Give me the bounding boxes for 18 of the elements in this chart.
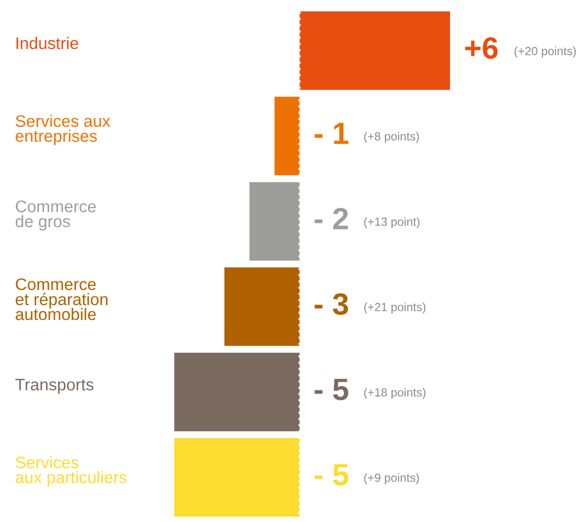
y-tick-label: Transports [15,378,94,394]
y-tick-label: Industrie [16,36,78,50]
data-label: - 2 [314,208,348,230]
data-label: +6 [465,37,498,59]
y-tick-label: Services aux particuliers [16,456,126,487]
y-tick-label: Services aux entreprises [16,114,110,146]
annotation: (+8 points) [364,132,419,143]
annotation: (+18 points) [364,388,426,399]
text: (+20 points) [514,46,576,58]
annotation: (+21 points) [364,302,426,314]
data-label: - 1 [314,122,348,144]
y-tick-label: Commerce et réparation automobile [16,278,108,320]
data-label: - 5 [314,464,348,486]
data-label: - 5 [314,378,348,400]
annotation: (+13 point) [364,217,420,228]
data-label: - 3 [314,293,348,315]
annotation: (+9 points) [364,473,419,484]
y-tick-label: Commerce de gros [16,200,96,231]
